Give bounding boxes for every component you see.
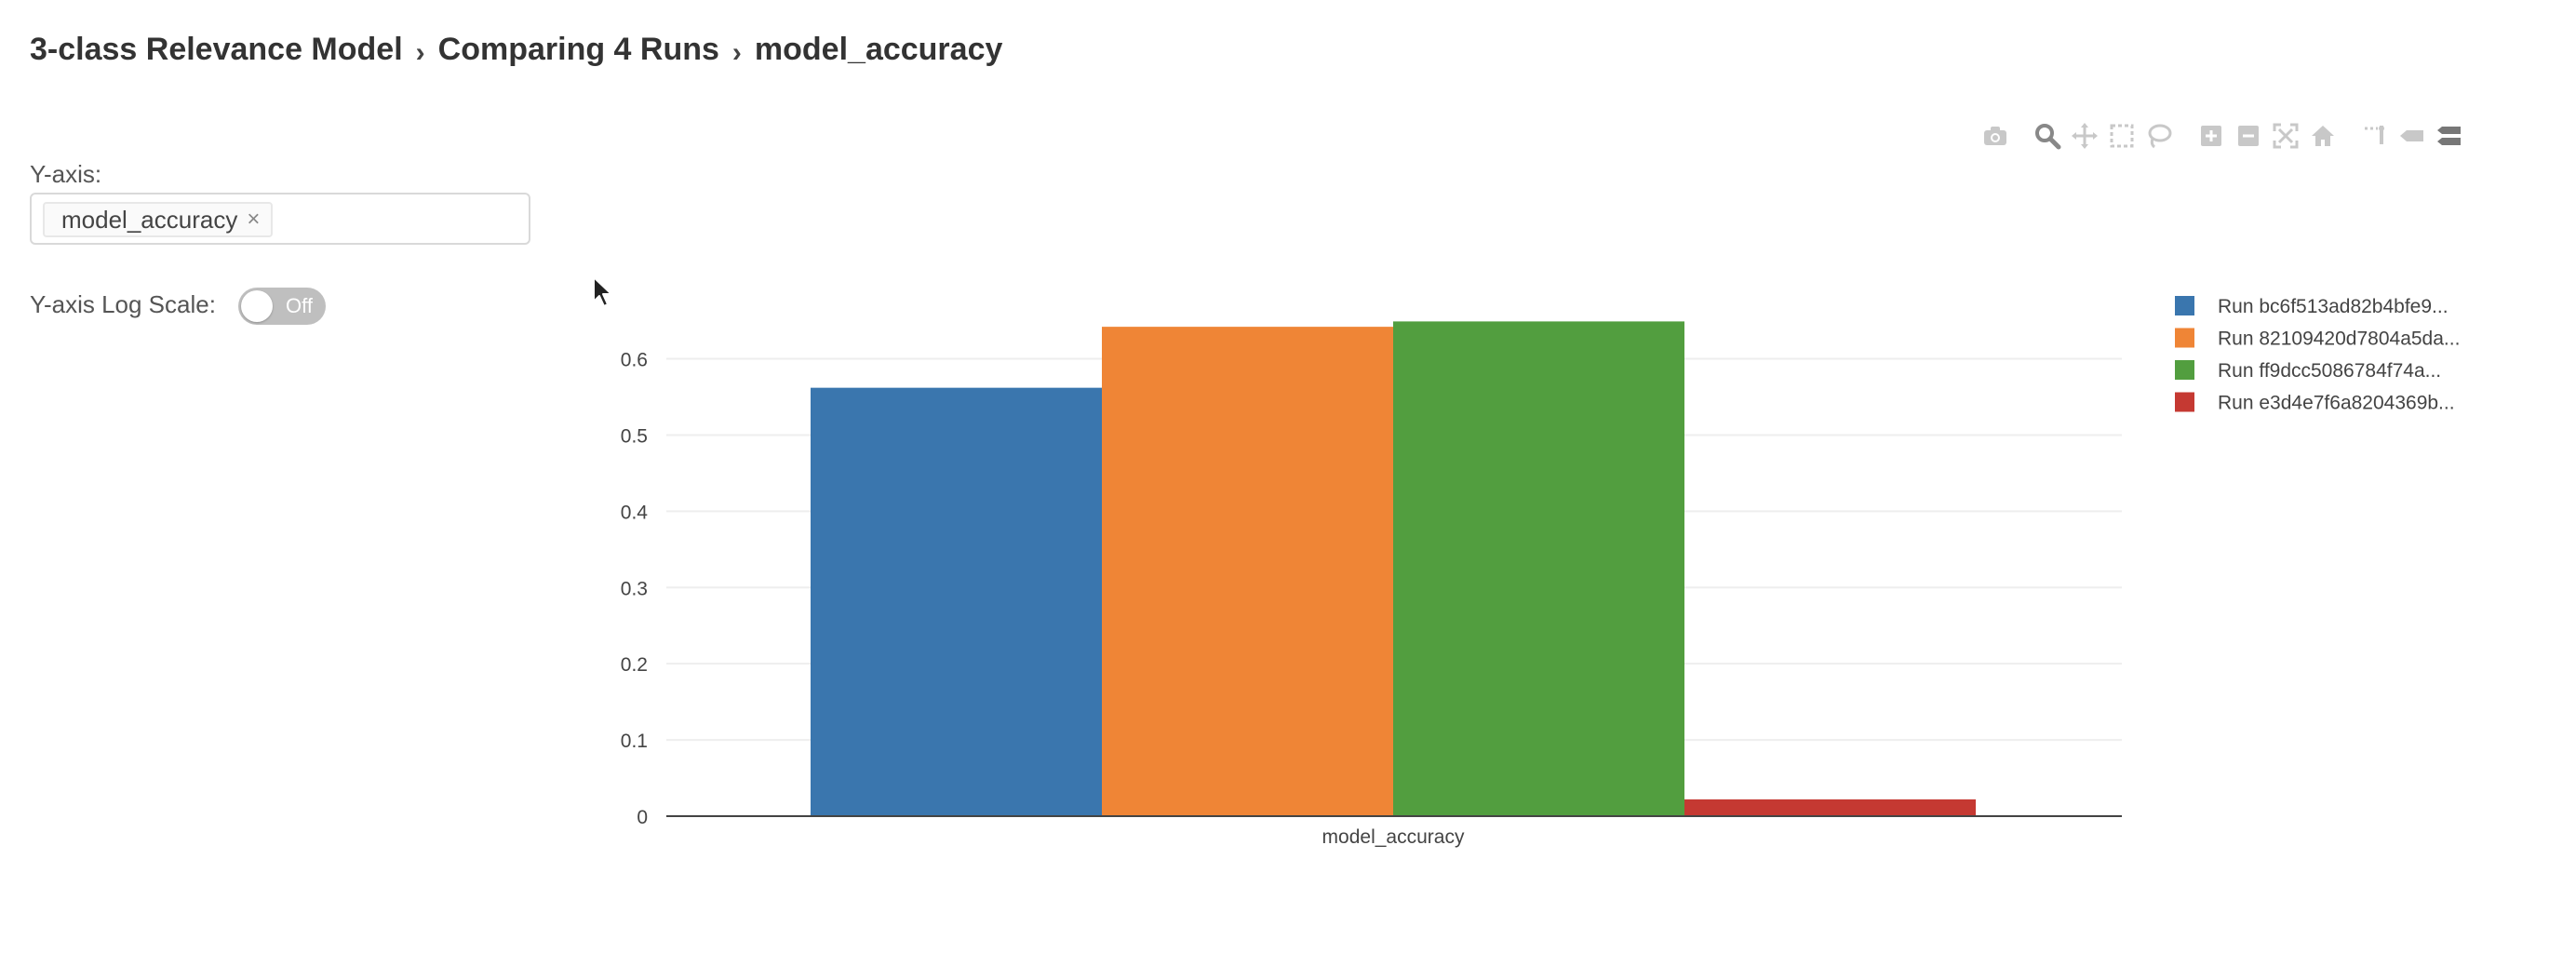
close-icon[interactable]: × (247, 207, 261, 232)
yaxis-selected-tag: model_accuracy × (43, 202, 274, 237)
bar-1 (811, 387, 1102, 816)
yaxis-label: Y-axis: (30, 160, 102, 188)
y-tick-label: 0 (637, 807, 648, 828)
breadcrumb-chevron-icon: › (731, 36, 742, 68)
hover-compare-icon[interactable] (2431, 117, 2468, 154)
mouse-cursor-icon (593, 276, 612, 307)
chart-modebar (1977, 117, 2468, 154)
legend-label[interactable]: Run bc6f513ad82b4bfe9... (2218, 296, 2449, 317)
y-tick-label: 0.5 (621, 425, 648, 447)
log-scale-label: Y-axis Log Scale: (30, 290, 216, 318)
lasso-select-icon[interactable] (2140, 117, 2178, 154)
yaxis-tag-label: model_accuracy (61, 205, 238, 234)
hover-closest-icon[interactable] (2394, 117, 2431, 154)
yaxis-select[interactable]: model_accuracy × (30, 193, 530, 245)
legend-label[interactable]: Run 82109420d7804a5da... (2218, 329, 2460, 350)
legend-swatch[interactable] (2175, 328, 2194, 348)
breadcrumb-current-metric: model_accuracy (754, 32, 1003, 67)
y-tick-label: 0.1 (621, 731, 648, 752)
toggle-state-text: Off (286, 294, 313, 317)
toggle-knob (241, 290, 273, 322)
zoom-icon[interactable] (2029, 117, 2066, 154)
x-tick-label: model_accuracy (1322, 826, 1465, 848)
camera-icon[interactable] (1977, 117, 2014, 154)
bar-3 (1393, 321, 1684, 816)
legend-swatch[interactable] (2175, 360, 2194, 380)
breadcrumb-experiment-link[interactable]: 3-class Relevance Model (30, 32, 403, 67)
breadcrumb-compare-link[interactable]: Comparing 4 Runs (437, 32, 719, 67)
y-tick-label: 0.6 (621, 350, 648, 371)
spike-lines-icon[interactable] (2356, 117, 2394, 154)
breadcrumb-chevron-icon: › (415, 36, 425, 68)
legend-label[interactable]: Run ff9dcc5086784f74a... (2218, 360, 2441, 382)
legend-label[interactable]: Run e3d4e7f6a8204369b... (2218, 393, 2455, 414)
pan-icon[interactable] (2066, 117, 2103, 154)
breadcrumb: 3-class Relevance Model › Comparing 4 Ru… (30, 32, 1002, 68)
legend-swatch[interactable] (2175, 392, 2194, 412)
bar-2 (1102, 327, 1393, 816)
autoscale-icon[interactable] (2267, 117, 2304, 154)
legend-swatch[interactable] (2175, 296, 2194, 315)
log-scale-toggle[interactable]: Off (238, 288, 326, 325)
y-tick-label: 0.3 (621, 578, 648, 599)
zoom-in-icon[interactable] (2193, 117, 2230, 154)
y-tick-label: 0.2 (621, 654, 648, 676)
bar-4 (1684, 798, 1976, 816)
zoom-out-icon[interactable] (2230, 117, 2267, 154)
reset-axes-icon[interactable] (2304, 117, 2341, 154)
box-select-icon[interactable] (2103, 117, 2140, 154)
y-tick-label: 0.4 (621, 502, 649, 523)
